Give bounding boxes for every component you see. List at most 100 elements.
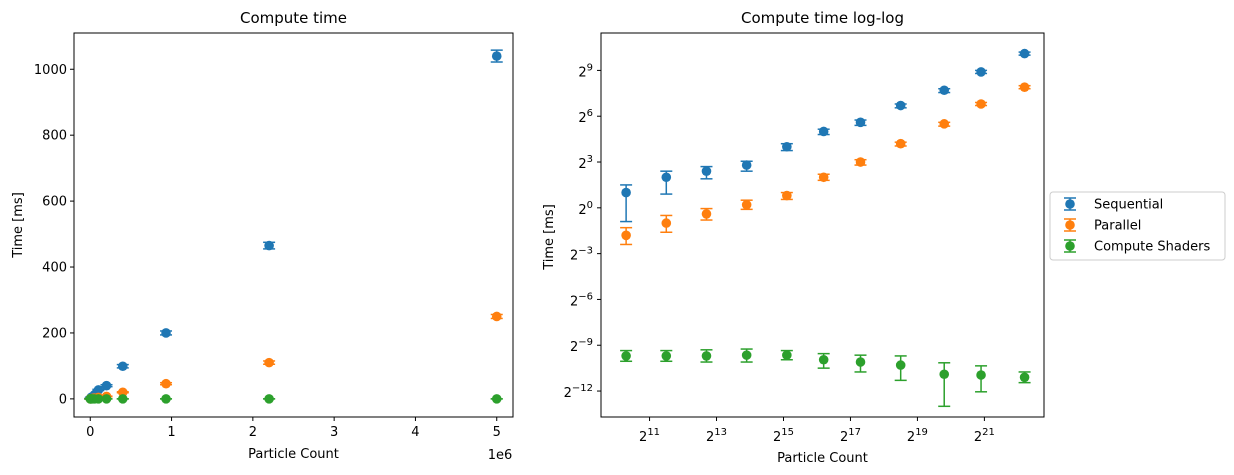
data-point-group xyxy=(740,160,753,172)
data-point-group xyxy=(700,165,713,180)
y-tick-label: 23 xyxy=(578,154,593,172)
data-point-group xyxy=(660,349,673,363)
data-point-group xyxy=(780,190,793,201)
data-point-group xyxy=(854,157,867,167)
x-tick-label: 221 xyxy=(974,427,995,445)
data-point-group xyxy=(975,99,988,109)
x-tick-label: 0 xyxy=(86,425,94,440)
data-point xyxy=(741,160,752,170)
legend-marker xyxy=(1065,199,1075,209)
x-tick-label: 211 xyxy=(639,427,660,445)
data-point xyxy=(855,357,866,367)
x-tick-label: 219 xyxy=(907,427,928,445)
y-tick-label: 400 xyxy=(42,261,67,276)
data-point xyxy=(264,357,274,368)
x-axis-label: Particle Count xyxy=(777,451,868,466)
x-axis-offset-label: 1e6 xyxy=(488,448,513,463)
data-point-group xyxy=(1018,371,1031,384)
series-sequential xyxy=(620,48,1031,223)
data-marks xyxy=(620,48,1031,408)
x-tick-label: 5 xyxy=(493,425,501,440)
chart-compute-time-log-log: Compute time log-log 211 213 215 217 219 221 … xyxy=(542,9,1226,466)
data-point xyxy=(117,394,128,404)
chart-compute-time: Compute time 0 1 2 3 4 5 0 200 400 600 800 1000 Pa… xyxy=(11,9,514,463)
y-tick-label: 20 xyxy=(578,200,593,218)
data-point-group xyxy=(263,240,276,251)
chart-title: Compute time xyxy=(240,9,347,27)
x-tick-label: 213 xyxy=(706,427,727,445)
y-tick-label: 2−12 xyxy=(564,383,593,401)
data-point xyxy=(661,172,672,183)
x-tick-label: 217 xyxy=(840,427,861,445)
data-point-group xyxy=(894,138,907,149)
data-point xyxy=(264,240,274,251)
data-point xyxy=(895,138,906,149)
data-point xyxy=(661,218,672,228)
data-point xyxy=(782,141,792,152)
data-marks xyxy=(84,49,503,404)
data-point xyxy=(818,172,829,183)
data-point xyxy=(101,380,112,391)
data-point xyxy=(161,378,171,389)
data-point xyxy=(895,100,906,111)
x-tick-label: 2 xyxy=(249,425,257,440)
data-point-group xyxy=(854,117,867,128)
y-tick-label: 2−3 xyxy=(570,246,593,264)
y-tick-label: 1000 xyxy=(34,63,67,78)
legend-entry: Compute Shaders xyxy=(1064,239,1210,255)
data-point xyxy=(1019,48,1030,59)
data-point xyxy=(161,394,171,404)
series-sequential xyxy=(84,49,503,404)
data-point-group xyxy=(660,170,673,195)
data-point-group xyxy=(780,349,793,361)
legend-label: Compute Shaders xyxy=(1094,240,1210,255)
data-point xyxy=(117,387,128,398)
data-point-group xyxy=(1018,82,1031,93)
legend-marker xyxy=(1065,220,1075,230)
data-point xyxy=(782,190,792,201)
data-point xyxy=(161,328,171,338)
data-point xyxy=(621,187,631,198)
y-tick-label: 600 xyxy=(42,195,67,210)
data-point-group xyxy=(894,355,907,382)
data-point xyxy=(264,394,274,404)
legend: Sequential Parallel Compute Shaders xyxy=(1049,191,1226,261)
legend-label: Sequential xyxy=(1094,198,1163,213)
data-point xyxy=(741,350,752,360)
data-point xyxy=(976,370,986,380)
data-point-group xyxy=(1018,48,1031,59)
y-tick-label: 0 xyxy=(59,392,67,407)
data-point-group xyxy=(975,67,988,77)
data-point xyxy=(93,394,104,404)
data-point-group xyxy=(700,207,713,221)
data-point xyxy=(117,361,128,372)
data-point xyxy=(855,157,866,167)
plot-frame xyxy=(73,32,514,418)
data-point-group xyxy=(817,352,830,369)
data-point-group xyxy=(160,394,173,404)
x-tick-label: 215 xyxy=(773,427,794,445)
data-point xyxy=(976,67,986,77)
y-axis: 0 200 400 600 800 1000 xyxy=(34,63,74,407)
data-point-group xyxy=(116,361,129,372)
data-point xyxy=(93,385,104,395)
data-point xyxy=(101,394,112,404)
data-point xyxy=(939,119,950,129)
legend-marker xyxy=(1065,241,1075,251)
data-point xyxy=(491,394,502,404)
data-point xyxy=(621,351,631,361)
data-point-group xyxy=(620,184,633,223)
y-tick-label: 29 xyxy=(578,62,593,80)
series-parallel xyxy=(84,311,503,404)
x-axis: 211 213 215 217 219 221 xyxy=(639,417,995,445)
data-point-group xyxy=(817,126,830,137)
data-point xyxy=(1019,82,1030,93)
y-axis-label: Time [ms] xyxy=(542,204,557,271)
data-point xyxy=(895,360,906,370)
series-compute-shaders xyxy=(620,348,1031,408)
legend-frame xyxy=(1049,191,1226,261)
series-compute-shaders xyxy=(84,394,503,404)
data-point-group xyxy=(263,357,276,368)
y-tick-label: 200 xyxy=(42,326,67,341)
